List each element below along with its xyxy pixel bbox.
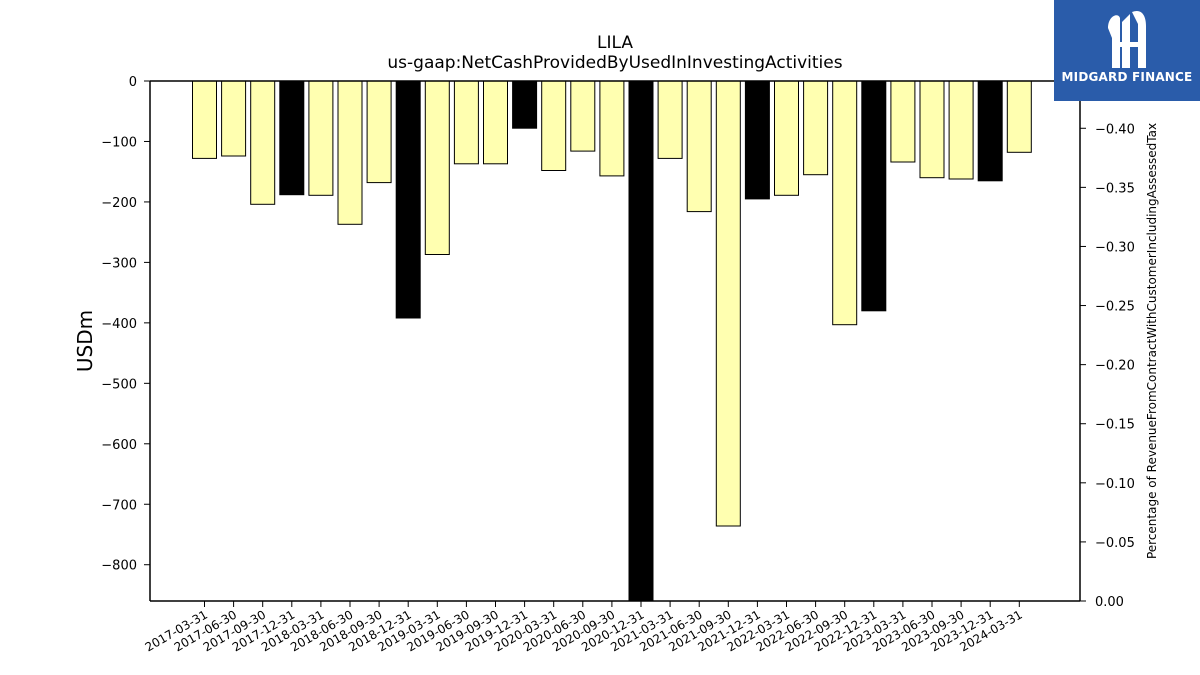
bar-2018-12-31 (395, 80, 421, 319)
bar-2018-06-30 (337, 80, 363, 225)
bar-2021-09-30 (715, 80, 741, 527)
bar-2018-09-30 (366, 80, 392, 184)
bar-2024-03-31 (1006, 80, 1032, 153)
y-tick-label: −200 (101, 196, 137, 211)
bar-2023-03-31 (890, 80, 916, 163)
y2-tick-label: −0.40 (1095, 122, 1135, 137)
bar-2017-09-30 (250, 80, 276, 205)
bar-2023-09-30 (948, 80, 974, 180)
y2-tick-label: −0.05 (1095, 536, 1135, 551)
bar-2019-09-30 (483, 80, 508, 165)
y-tick-label: −600 (101, 438, 137, 453)
y-tick-label: −100 (101, 135, 137, 150)
y2-tick-label: −0.35 (1095, 181, 1135, 196)
bars-group (192, 80, 1032, 602)
bar-2022-12-31 (861, 80, 887, 312)
logo-name: MIDGARD FINANCE (1061, 70, 1193, 84)
y2-tick-label: −0.25 (1095, 300, 1135, 315)
bar-2018-03-31 (308, 80, 334, 196)
bar-2020-03-31 (541, 80, 567, 171)
y-tick-label: −800 (101, 559, 137, 574)
y2-axis-label: Percentage of RevenueFromContractWithCus… (1145, 123, 1159, 559)
logo-mark-icon (1108, 10, 1146, 69)
y-axis-label: USDm (73, 310, 97, 372)
bar-2020-12-31 (628, 80, 654, 602)
bar-2021-12-31 (744, 80, 770, 200)
chart-title: LILA (597, 33, 633, 53)
bar-2021-06-30 (686, 80, 712, 213)
bar-2022-09-30 (832, 80, 858, 326)
y-tick-label: −400 (101, 317, 137, 332)
bar-2023-06-30 (919, 80, 945, 179)
y2-tick-label: −0.30 (1095, 240, 1135, 255)
bar-2017-03-31 (192, 80, 217, 159)
y-tick-label: −500 (101, 377, 137, 392)
y2-tick-label: −0.10 (1095, 477, 1135, 492)
bar-2022-03-31 (774, 80, 799, 196)
bar-2017-06-30 (221, 80, 247, 157)
y-tick-label: −300 (101, 256, 137, 271)
bar-2020-09-30 (599, 80, 625, 177)
y2-tick-label: −0.15 (1095, 418, 1135, 433)
bar-2017-12-31 (279, 80, 305, 196)
chart-subtitle: us-gaap:NetCashProvidedByUsedInInvesting… (387, 53, 842, 73)
bar-2019-12-31 (512, 80, 538, 129)
bar-2021-03-31 (657, 80, 683, 159)
bar-2019-03-31 (424, 80, 450, 255)
bar-2023-12-31 (977, 80, 1003, 182)
midgard-finance-logo: MIDGARD FINANCE (1054, 0, 1200, 101)
y2-tick-label: 0.00 (1095, 595, 1124, 610)
bar-2019-06-30 (453, 80, 479, 165)
bar-2022-06-30 (803, 80, 829, 176)
y-tick-label: −700 (101, 498, 137, 513)
bar-2020-06-30 (570, 80, 596, 152)
y2-tick-label: −0.20 (1095, 359, 1135, 374)
y-tick-label: 0 (129, 75, 137, 90)
